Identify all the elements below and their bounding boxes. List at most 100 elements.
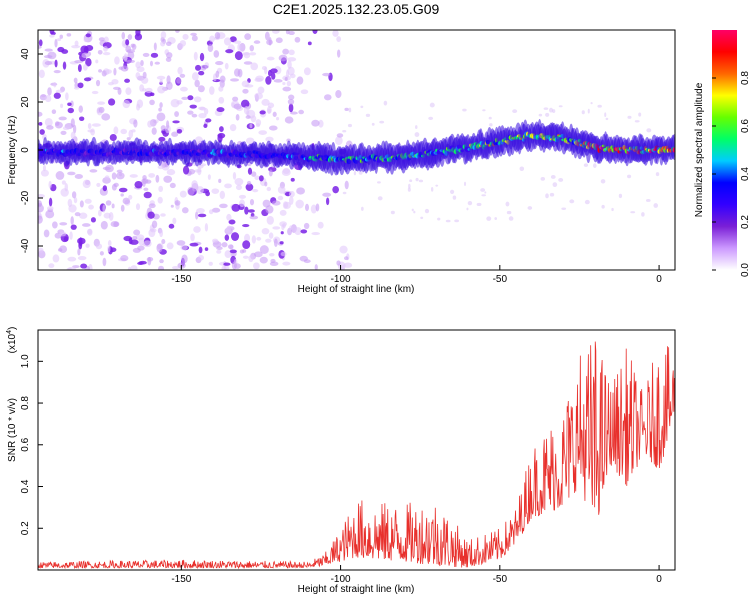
spectrogram-cell bbox=[139, 84, 145, 92]
spectrogram-cell bbox=[150, 52, 159, 58]
spectrogram-cell bbox=[294, 36, 301, 43]
spectrogram-cell bbox=[332, 185, 339, 194]
spectrogram-cell bbox=[38, 215, 43, 224]
spectrogram-cell bbox=[38, 69, 45, 79]
spectrogram-cell bbox=[100, 220, 108, 230]
spectrogram-cell bbox=[267, 69, 272, 77]
spectrogram-cell bbox=[279, 221, 287, 227]
snr-multiplier-exp: 4 bbox=[6, 330, 13, 334]
spectrogram-cell bbox=[285, 30, 290, 35]
spectrogram-cell bbox=[120, 128, 128, 135]
spectrogram-cell bbox=[254, 175, 260, 181]
spectrogram-cell bbox=[136, 99, 144, 109]
spectrogram-cell bbox=[258, 175, 264, 182]
spectrogram-cell bbox=[46, 125, 54, 130]
spectrogram-cell bbox=[248, 255, 254, 263]
spectrogram-cell bbox=[462, 108, 467, 112]
spectrogram-cell bbox=[81, 223, 91, 227]
figure-title: C2E1.2025.132.23.05.G09 bbox=[273, 1, 440, 17]
spectrogram-cell bbox=[232, 172, 237, 180]
spectrogram-cell bbox=[95, 59, 99, 64]
spectrogram-cell bbox=[66, 267, 72, 270]
spectrogram-cell bbox=[166, 75, 171, 85]
spectrogram-cell bbox=[284, 76, 288, 82]
spectrogram-cell bbox=[78, 105, 83, 113]
spectrogram-cell bbox=[233, 40, 242, 44]
spectrogram-cell bbox=[289, 73, 296, 79]
spectrogram-cell bbox=[288, 94, 295, 100]
spectrogram-cell bbox=[253, 262, 260, 270]
spectrogram-cell bbox=[265, 205, 274, 214]
spectrogram-cell bbox=[44, 48, 53, 52]
spectrogram-cell bbox=[266, 186, 271, 192]
spectrogram-cell bbox=[476, 202, 482, 206]
y-tick-label: 0.8 bbox=[20, 396, 31, 410]
spectrogram-cell bbox=[147, 120, 153, 128]
spectrogram-cell bbox=[218, 178, 222, 184]
spectrogram-y-label: Frequency (Hz) bbox=[7, 116, 18, 185]
spectrogram-cell bbox=[62, 126, 70, 131]
spectrogram-cell bbox=[141, 178, 149, 184]
spectrogram-cell bbox=[165, 57, 172, 62]
snr-series-line bbox=[38, 341, 675, 570]
spectrogram-cell bbox=[187, 110, 194, 115]
spectrogram-cell bbox=[48, 263, 55, 269]
spectrogram-cell bbox=[505, 201, 510, 207]
spectrogram-cell bbox=[240, 99, 250, 108]
spectrogram-cell bbox=[266, 56, 275, 61]
spectrogram-cell bbox=[322, 72, 331, 77]
spectrogram-cell bbox=[44, 118, 53, 127]
spectrogram-cell bbox=[494, 217, 498, 220]
spectrogram-cell bbox=[120, 255, 129, 262]
spectrogram-cell bbox=[125, 87, 132, 95]
spectrogram-cell bbox=[235, 184, 242, 191]
spectrogram-cell bbox=[124, 78, 131, 83]
spectrogram-cell bbox=[246, 180, 252, 186]
spectrogram-cell bbox=[430, 187, 434, 192]
y-tick-label: 1.0 bbox=[20, 354, 31, 368]
spectrogram-cell bbox=[191, 180, 198, 189]
spectrogram-cell bbox=[181, 96, 189, 100]
spectrogram-cell bbox=[78, 212, 88, 219]
spectrogram-cell bbox=[250, 115, 257, 123]
y-tick-label: 40 bbox=[20, 48, 31, 60]
spectrogram-cell bbox=[304, 203, 310, 212]
spectrogram-cell bbox=[58, 231, 67, 237]
x-tick-label: 0 bbox=[656, 274, 662, 285]
spectrogram-cell bbox=[223, 262, 231, 266]
spectrogram-cell bbox=[445, 219, 451, 223]
spectrogram-cell bbox=[353, 171, 357, 176]
spectrogram-cell bbox=[197, 254, 205, 261]
spectrogram-cell bbox=[77, 64, 82, 73]
spectrogram-cell bbox=[182, 33, 189, 40]
spectrogram-cell bbox=[335, 89, 342, 99]
spectrogram-cell bbox=[158, 265, 165, 270]
spectrogram-cell bbox=[79, 116, 85, 122]
spectrogram-cell bbox=[129, 174, 138, 178]
spectrogram-cell bbox=[195, 64, 202, 71]
spectrogram-cell bbox=[344, 107, 349, 111]
spectrogram-cell bbox=[71, 191, 77, 199]
spectrogram-cell bbox=[80, 263, 88, 269]
spectrogram-cell bbox=[191, 35, 198, 42]
spectrogram-cell bbox=[272, 111, 277, 117]
spectrogram-cell bbox=[82, 64, 88, 71]
spectrogram-cell bbox=[253, 40, 261, 44]
spectrogram-cell bbox=[279, 209, 287, 216]
spectrogram-cell bbox=[326, 197, 330, 206]
colorbar-label: Normalized spectral amplitude bbox=[694, 82, 705, 217]
spectrogram-cell bbox=[90, 217, 96, 223]
spectrogram-cell bbox=[348, 107, 352, 113]
spectrogram-cell bbox=[135, 30, 141, 37]
spectrogram-cell bbox=[113, 126, 119, 135]
spectrogram-cell bbox=[424, 208, 430, 214]
spectrogram-cell bbox=[80, 45, 89, 54]
spectrogram-cell bbox=[481, 194, 487, 197]
spectrogram-cell bbox=[411, 208, 414, 212]
spectrogram-cell bbox=[103, 36, 109, 43]
spectrogram-cell bbox=[336, 36, 342, 42]
spectrogram-cell bbox=[311, 232, 320, 236]
spectrogram-cell bbox=[95, 79, 101, 87]
spectrogram-cell bbox=[288, 103, 294, 113]
spectrogram-cell bbox=[290, 177, 295, 182]
